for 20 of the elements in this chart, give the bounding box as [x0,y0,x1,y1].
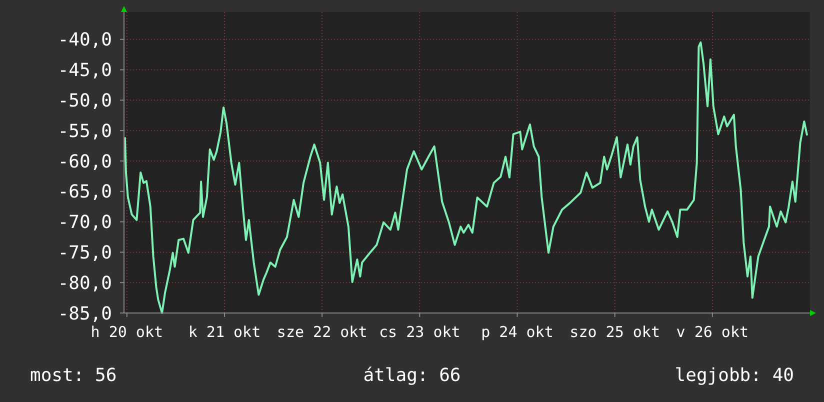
y-tick-label: -55,0 [58,120,112,142]
y-tick-label: -50,0 [58,90,112,112]
x-tick-label: cs 23 okt [379,323,460,341]
y-tick-label: -60,0 [58,151,112,172]
y-tick-label: -85,0 [58,303,112,324]
x-tick-label: sze 22 okt [276,323,368,341]
y-tick-label: -40,0 [58,30,112,51]
x-tick-label: v 26 okt [676,323,749,341]
y-tick-label: -80,0 [58,272,112,294]
text: átlag: 66 [363,365,461,386]
x-tick-label: p 24 okt [481,323,554,341]
x-tick-label: h 20 okt [90,323,164,341]
y-tick-label: -75,0 [58,242,112,264]
x-tick-label: szo 25 okt [570,323,660,341]
y-tick-label: -70,0 [58,212,112,234]
text: most: 56 [30,365,117,386]
x-tick-label: k 21 okt [188,323,261,341]
text: legjobb: 40 [674,365,794,386]
y-tick-label: -65,0 [58,182,112,203]
y-tick-label: -45,0 [58,60,112,82]
